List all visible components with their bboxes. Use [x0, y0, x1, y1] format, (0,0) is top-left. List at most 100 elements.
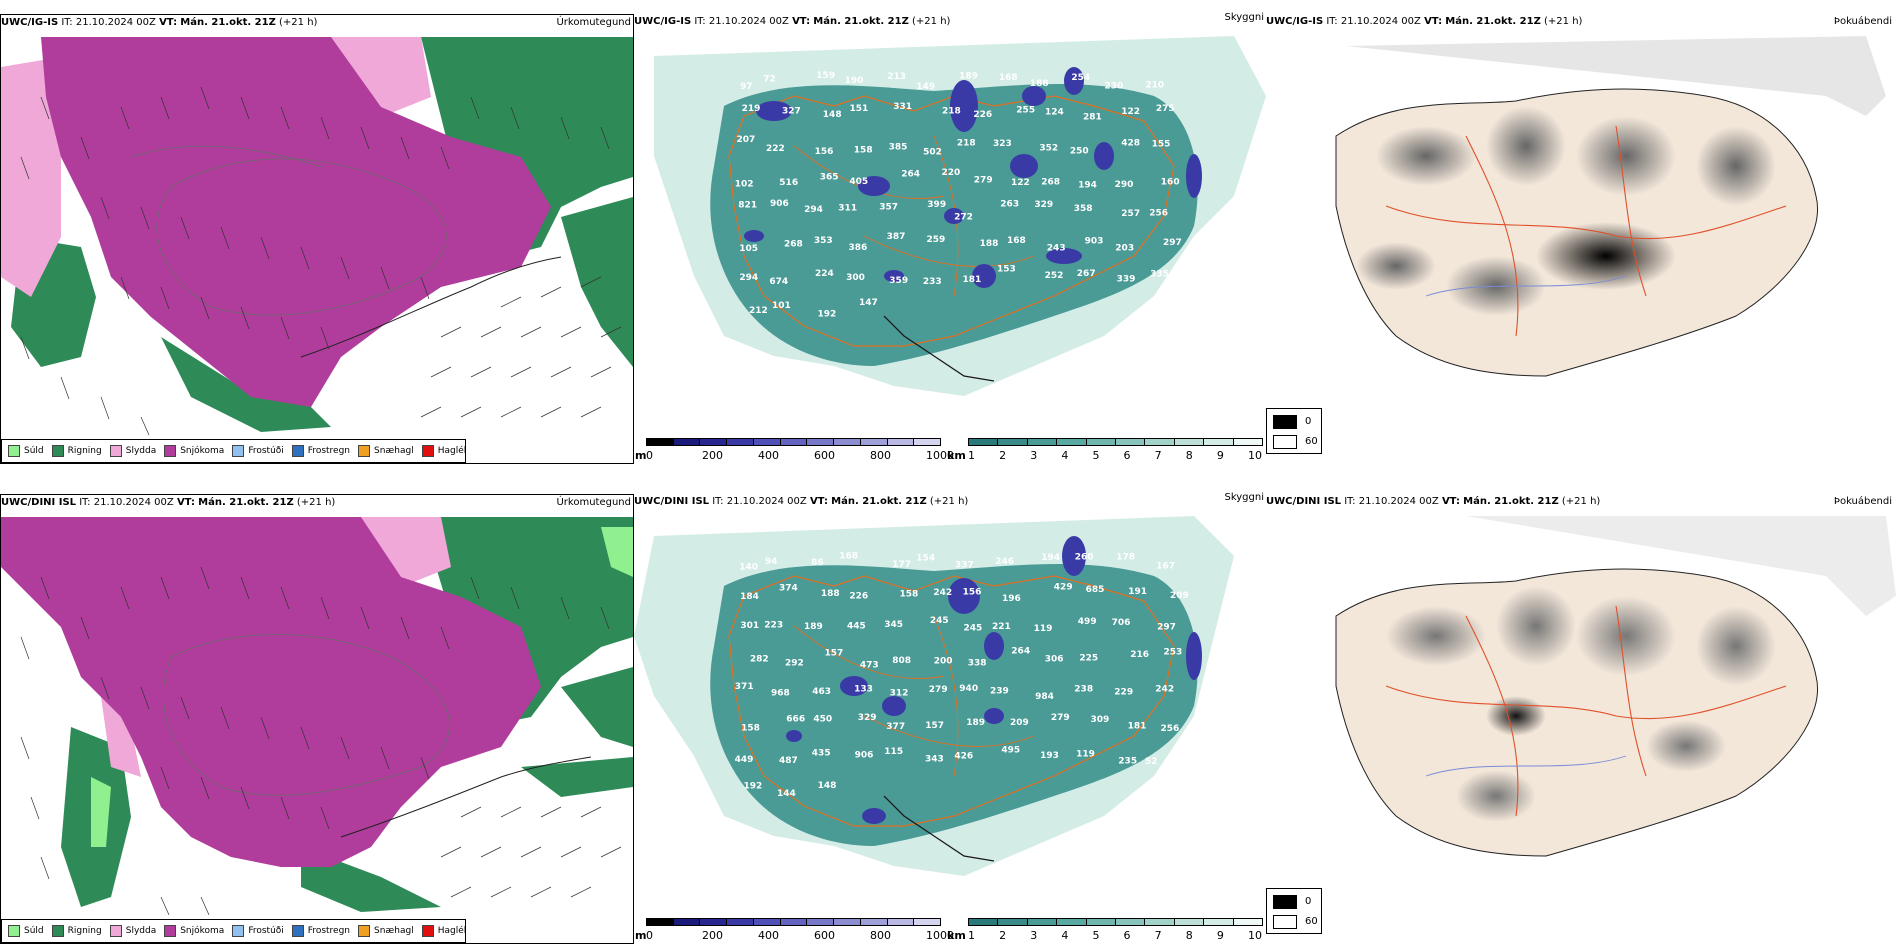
- colorbar-tick-label: 7: [1154, 449, 1162, 462]
- snowline-value-label: 122: [1121, 107, 1140, 117]
- legend-item-snow: Snjókoma: [164, 925, 224, 937]
- legend-swatch: [51, 925, 64, 937]
- colorbar-segment: [997, 918, 1028, 926]
- legend-item-sleet: Slydda: [109, 925, 156, 937]
- colorbar-tick-label: 2: [999, 929, 1007, 942]
- snowline-value-label: 357: [879, 202, 898, 212]
- visibility-map-svg-row2: 140 94 86 168 177 154 337 246 194 260 178 167 184 374…: [634, 516, 1266, 916]
- snowline-value-label: 224: [815, 269, 834, 279]
- colorbar-tick-label: 10: [1248, 929, 1262, 942]
- snowline-value-label: 154: [916, 553, 935, 563]
- colorbar-tick-label: 200: [702, 449, 723, 462]
- colorbar-segment: [1144, 438, 1175, 446]
- colorbar-segment: [1085, 438, 1116, 446]
- snowline-value-label: 115: [884, 747, 903, 757]
- colorbar-segment: [886, 918, 915, 926]
- legend-label: Rigning: [67, 446, 102, 456]
- colorbar-tick-label: 800: [870, 929, 891, 942]
- precip-title: Úrkomutegund: [556, 17, 631, 28]
- snowline-value-label: 168: [999, 73, 1018, 83]
- snowline-value-label: 256: [1161, 724, 1180, 734]
- legend-swatch: [164, 925, 177, 937]
- fog-header-row1: UWC/IG-IS IT: 21.10.2024 00Z VT: Mán. 21…: [1266, 14, 1900, 30]
- snowline-value-label: 157: [825, 649, 844, 659]
- snowline-value-label: 188: [980, 239, 999, 249]
- snowline-value-label: 463: [812, 687, 831, 697]
- snowline-value-label: 329: [858, 713, 877, 723]
- snowline-unit: m: [635, 449, 647, 462]
- legend-swatch: [421, 445, 434, 457]
- colorbar-segment: [646, 438, 674, 446]
- snowline-value-label: 502: [923, 148, 942, 158]
- visibility-title: Skyggni: [1224, 492, 1264, 503]
- snowline-value-label: 151: [850, 104, 869, 114]
- snowline-value-label: 268: [1041, 177, 1060, 187]
- colorbar-tick-label: 10: [1248, 449, 1262, 462]
- legend-item-snow-grains: Snæhagl: [358, 445, 414, 457]
- it-value: 21.10.2024 00Z: [1340, 16, 1421, 27]
- colorbar-segment: [726, 918, 754, 926]
- fog-key-label: 0: [1305, 416, 1312, 427]
- snowline-value-label: 968: [771, 689, 790, 699]
- snowline-value-label: 353: [814, 236, 833, 246]
- snowline-value-label: 223: [764, 621, 783, 631]
- snowline-value-label: 156: [963, 588, 982, 598]
- precip-title: Úrkomutegund: [556, 497, 631, 508]
- snowline-value-label: 97: [740, 82, 753, 92]
- precip-map-svg: [1, 37, 633, 437]
- vt-value: Mán. 21.okt. 21Z: [1445, 16, 1541, 27]
- legend-item-snow-grains: Snæhagl: [358, 925, 414, 937]
- snowline-colorbar-row1: m 0 200 400 600 800 1000: [634, 438, 954, 464]
- snowline-value-label: 238: [1074, 685, 1093, 695]
- vt-label: VT:: [792, 16, 811, 27]
- snowline-value-label: 177: [892, 560, 911, 570]
- snowline-value-label: 226: [849, 592, 868, 602]
- snowline-value-label: 359: [889, 276, 908, 286]
- visibility-unit: km: [947, 449, 966, 462]
- snowline-value-label: 385: [889, 142, 908, 152]
- snowline-value-label: 327: [782, 106, 801, 116]
- snowline-value-label: 243: [1047, 244, 1066, 254]
- snowline-value-label: 242: [1155, 685, 1174, 695]
- snowline-value-label: 685: [1086, 585, 1105, 595]
- snowline-value-label: 335: [1150, 270, 1169, 280]
- snowline-value-label: 365: [820, 172, 839, 182]
- fog-key-row1: 0 60: [1266, 408, 1322, 454]
- snow-patches: [786, 536, 1202, 824]
- fog-key-swatch: [1273, 915, 1297, 929]
- legend-label: Slydda: [125, 446, 157, 456]
- snowline-value-label: 449: [735, 755, 754, 765]
- colorbar-segment: [859, 918, 888, 926]
- colorbar-tick-label: 7: [1154, 929, 1162, 942]
- lead-time: (+21 h): [1544, 16, 1583, 27]
- snowline-value-label: 405: [849, 177, 868, 187]
- snowline-value-label: 306: [1045, 654, 1064, 664]
- model-name: UWC/IG-IS: [1, 17, 59, 28]
- snowline-value-label: 259: [927, 235, 946, 245]
- legend-item-freezing-drizzle: Frostúði: [232, 445, 284, 457]
- colorbar-tick-label: 600: [814, 929, 835, 942]
- it-label: IT:: [61, 17, 73, 28]
- snowline-value-label: 495: [1001, 746, 1020, 756]
- vt-value: Mán. 21.okt. 21Z: [1463, 496, 1559, 507]
- legend-swatch: [232, 445, 245, 457]
- snowline-value-label: 428: [1121, 138, 1140, 148]
- snowline-value-label: 86: [811, 558, 824, 568]
- snowline-value-label: 181: [963, 275, 982, 285]
- visibility-map-svg-row1: 97 72 159 190 213 149 189 168 188 254 230 210 219 327…: [634, 36, 1266, 436]
- legend-item-drizzle: Súld: [8, 445, 44, 457]
- colorbar-segment: [1056, 918, 1087, 926]
- snowline-value-label: 72: [763, 75, 776, 85]
- precip-header-row2: UWC/DINI ISL IT: 21.10.2024 00Z VT: Mán.…: [1, 495, 633, 511]
- snowline-value-label: 808: [892, 656, 911, 666]
- snowline-value-label: 264: [1011, 647, 1030, 657]
- snowline-value-label: 297: [1163, 238, 1182, 248]
- colorbar-segment: [968, 438, 999, 446]
- snowline-value-label: 339: [1117, 274, 1136, 284]
- precip-header-row1: UWC/IG-IS IT: 21.10.2024 00Z VT: Mán. 21…: [1, 15, 633, 31]
- colorbar-segment: [1026, 918, 1058, 926]
- snowline-value-label: 144: [777, 789, 796, 799]
- snowline-value-label: 358: [1074, 204, 1093, 214]
- colorbar-tick-label: 1000: [926, 449, 954, 462]
- colorbar-segment: [913, 438, 941, 446]
